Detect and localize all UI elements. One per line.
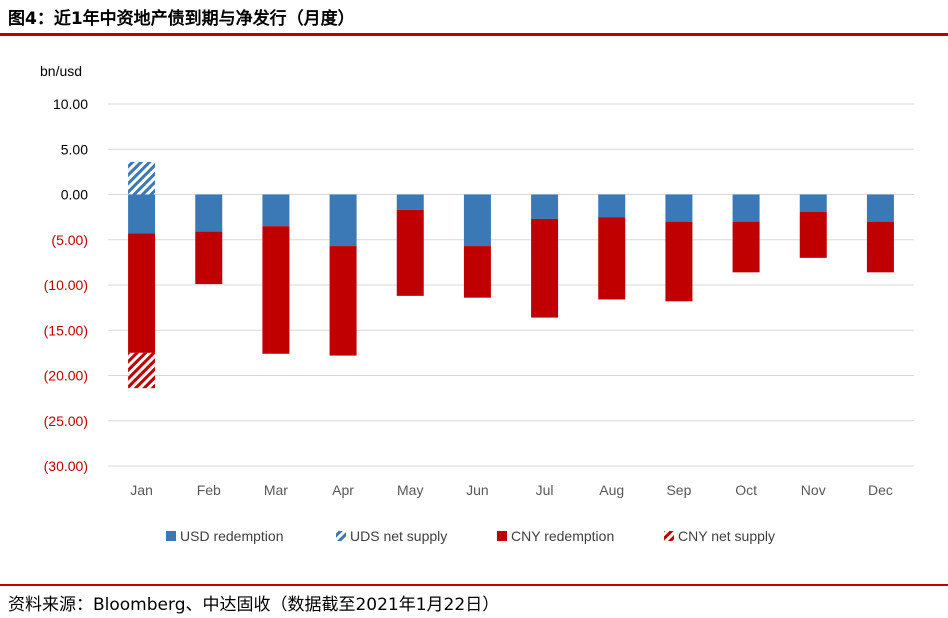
bar-usd-redemption-mar xyxy=(262,194,290,227)
legend-swatch xyxy=(166,531,176,541)
legend-label: CNY redemption xyxy=(511,528,614,544)
y-tick-label: (15.00) xyxy=(44,322,88,338)
bar-cny-redemption-jun xyxy=(463,246,491,298)
legend-label: UDS net supply xyxy=(350,528,447,544)
x-category-label: Mar xyxy=(264,482,288,498)
bar-usd-redemption-jan xyxy=(128,194,156,234)
source-note: 资料来源：Bloomberg、中达固收（数据截至2021年1月22日） xyxy=(8,595,500,615)
bar-usd-redemption-oct xyxy=(732,194,760,222)
legend-label: USD redemption xyxy=(180,528,284,544)
bar-cny-redemption-nov xyxy=(799,211,827,258)
legend-swatch xyxy=(664,531,674,541)
x-category-label: Jan xyxy=(130,482,153,498)
chart-area: bn/usd 10.00 5.00 0.00 (5.00) (10.00) (15.00)… xyxy=(40,63,914,544)
bar-cny-redemption-feb xyxy=(195,231,223,285)
bar-cny-redemption-sep xyxy=(665,221,693,302)
x-category-label: Aug xyxy=(599,482,624,498)
y-tick-label: 5.00 xyxy=(61,141,88,157)
x-category-label: Sep xyxy=(666,482,691,498)
bar-usd-redemption-aug xyxy=(598,194,626,218)
bar-cny-redemption-jan xyxy=(128,233,156,353)
bar-usd-redemption-dec xyxy=(866,194,894,222)
x-category-label: Dec xyxy=(868,482,893,498)
legend-swatch xyxy=(497,531,507,541)
bar-usd-redemption-may xyxy=(396,194,424,210)
y-tick-label: (25.00) xyxy=(44,413,88,429)
bar-usd-redemption-jul xyxy=(531,194,559,219)
gridlines xyxy=(108,103,914,467)
legend-swatch xyxy=(336,531,346,541)
bar-cny-redemption-oct xyxy=(732,221,760,273)
x-category-label: Feb xyxy=(197,482,221,498)
y-axis-label: bn/usd xyxy=(40,63,82,79)
bar-cny-redemption-may xyxy=(396,209,424,296)
bar-uds-net-supply-jan xyxy=(128,161,156,195)
bar-usd-redemption-nov xyxy=(799,194,827,212)
bars xyxy=(128,161,894,389)
bar-usd-redemption-sep xyxy=(665,194,693,222)
bar-cny-net-supply-jan xyxy=(128,352,156,389)
y-tick-label: (10.00) xyxy=(44,277,88,293)
bar-cny-redemption-dec xyxy=(866,221,894,273)
y-tick-label: 10.00 xyxy=(53,96,88,112)
legend-label: CNY net supply xyxy=(678,528,775,544)
x-category-label: Jun xyxy=(466,482,489,498)
y-tick-label: 0.00 xyxy=(61,187,88,203)
source-divider xyxy=(0,584,948,586)
bar-cny-redemption-apr xyxy=(329,246,357,356)
legend: USD redemption UDS net supply CNY redempti… xyxy=(166,528,775,544)
x-category-label: Apr xyxy=(332,482,354,498)
x-category-label: Jul xyxy=(536,482,554,498)
bar-cny-redemption-jul xyxy=(531,218,559,318)
x-category-label: Nov xyxy=(801,482,826,498)
title-divider xyxy=(0,33,948,36)
bar-usd-redemption-feb xyxy=(195,194,223,232)
x-axis-categories: Jan Feb Mar Apr May Jun Jul Aug Sep Oct Nov Dec xyxy=(130,482,893,498)
y-tick-label: (20.00) xyxy=(44,368,88,384)
x-category-label: May xyxy=(397,482,423,498)
chart-title: 图4：近1年中资地产债到期与净发行（月度） xyxy=(8,9,355,29)
bar-cny-redemption-aug xyxy=(598,217,626,300)
y-axis-ticks: 10.00 5.00 0.00 (5.00) (10.00) (15.00) (20.00)… xyxy=(44,96,89,474)
bar-usd-redemption-apr xyxy=(329,194,357,247)
bar-cny-redemption-mar xyxy=(262,226,290,354)
x-category-label: Oct xyxy=(735,482,757,498)
bar-usd-redemption-jun xyxy=(463,194,491,247)
y-tick-label: (30.00) xyxy=(44,458,88,474)
y-tick-label: (5.00) xyxy=(51,232,88,248)
